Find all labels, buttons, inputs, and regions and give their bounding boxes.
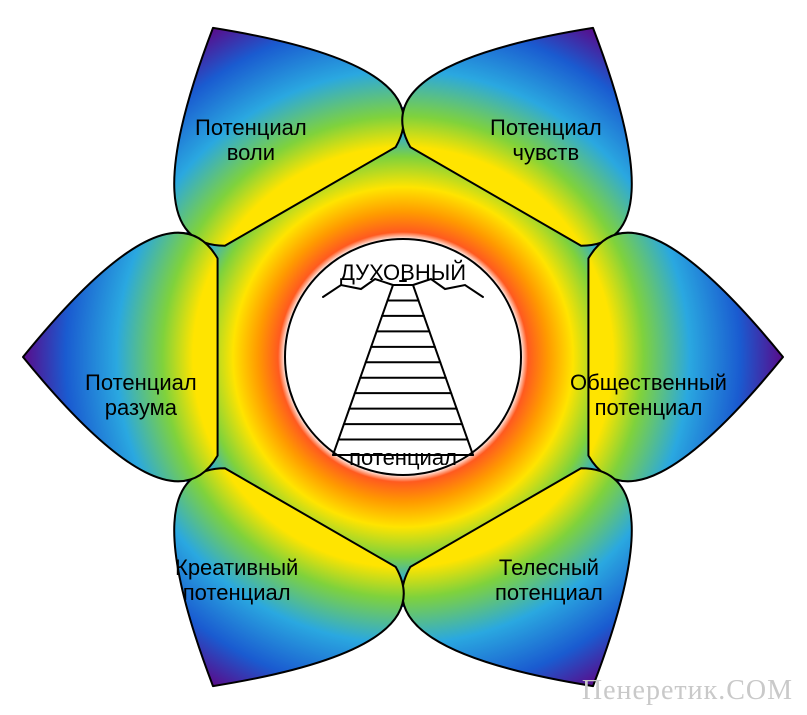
petal <box>23 233 218 482</box>
diagram-stage: ДУХОВНЫЙ потенциал Потенциал волиПотенци… <box>0 0 807 715</box>
petal <box>588 233 783 482</box>
diagram-svg <box>0 0 807 715</box>
